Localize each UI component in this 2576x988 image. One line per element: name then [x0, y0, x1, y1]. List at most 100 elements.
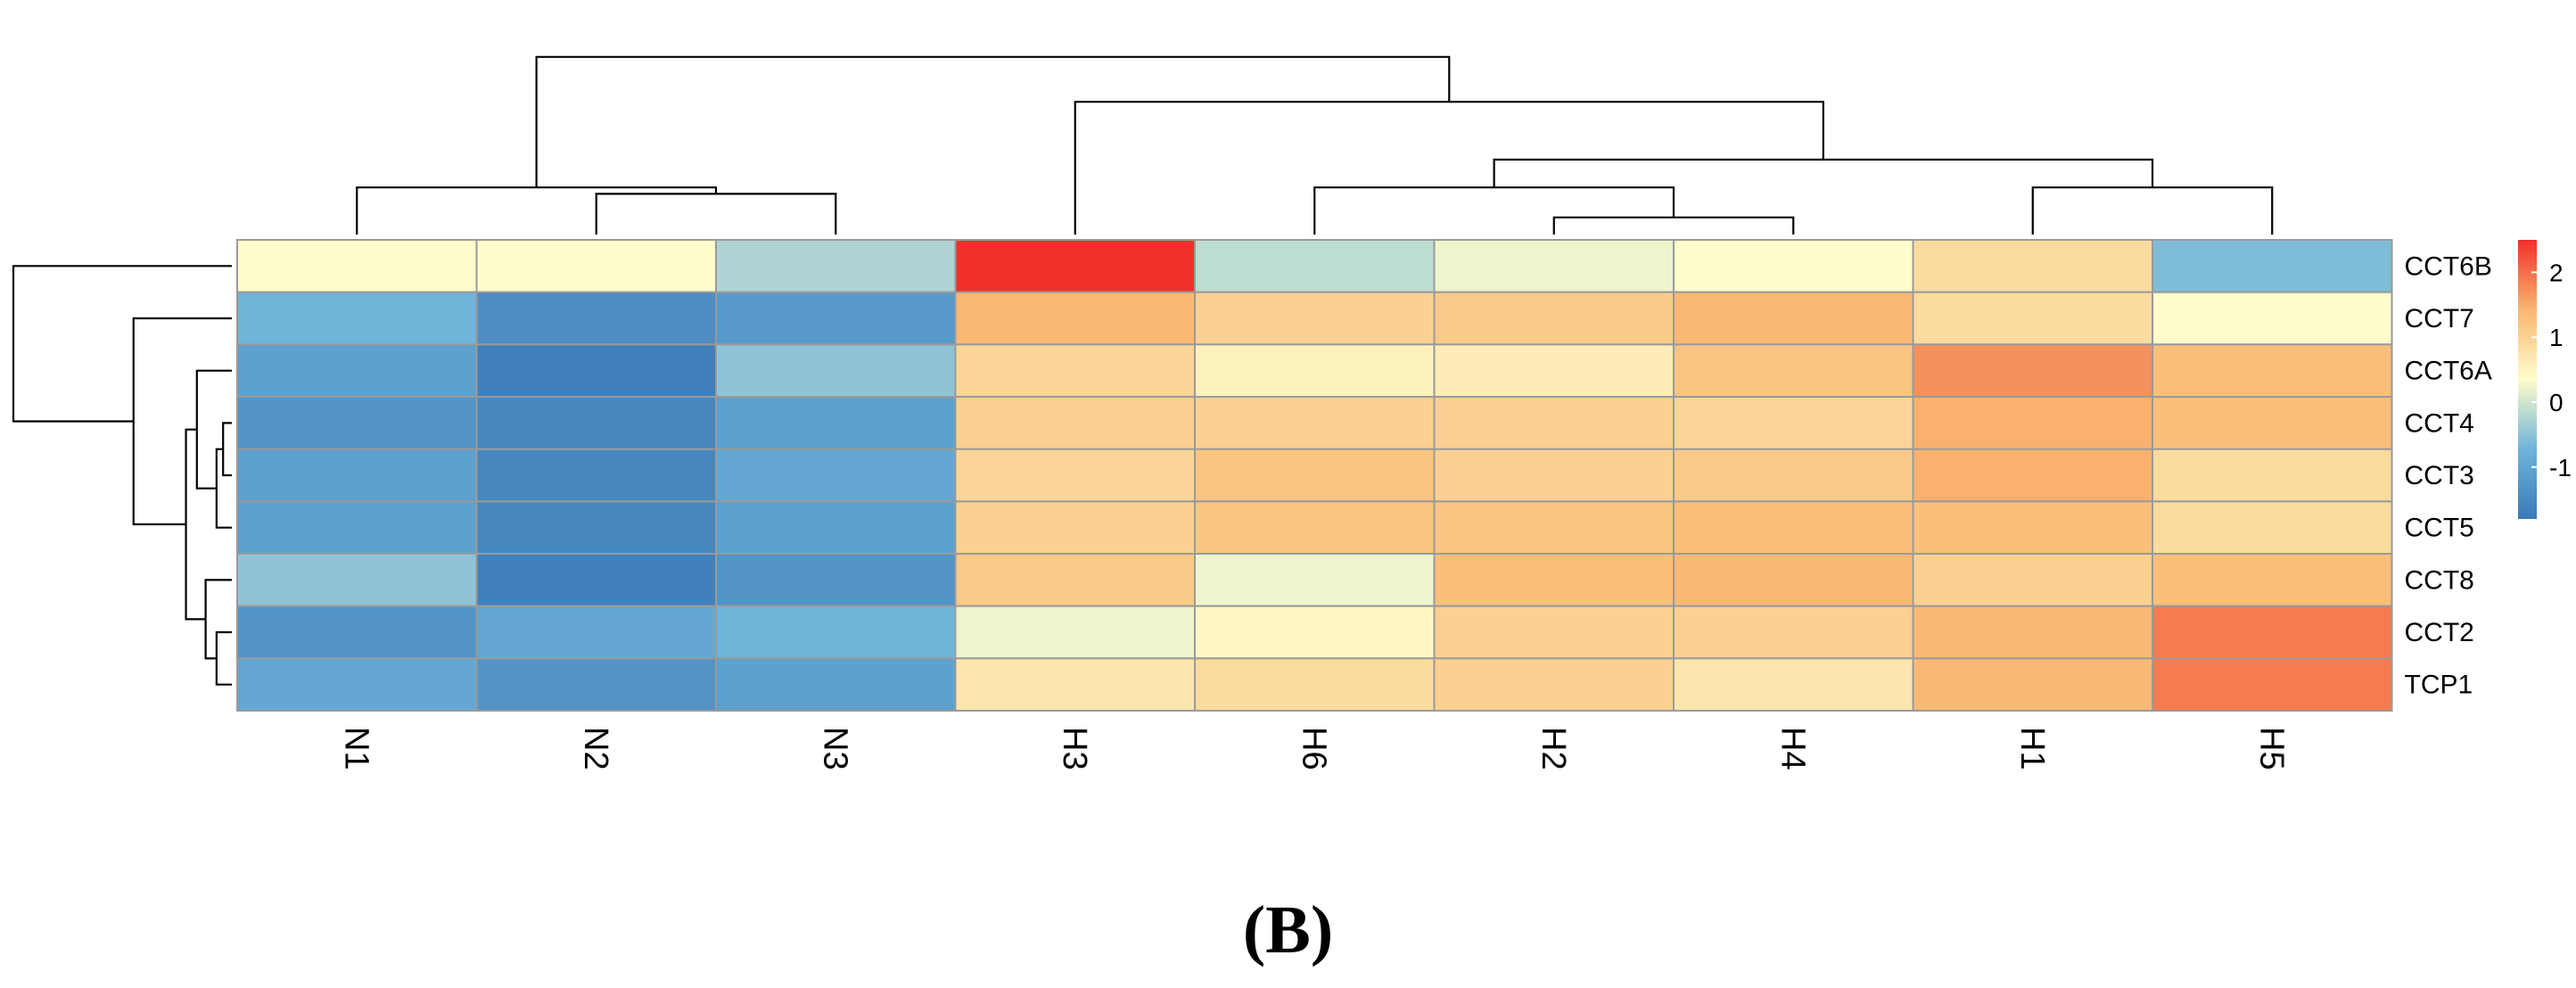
- cell-cct8-h2: [1433, 553, 1675, 607]
- column-label-h2: H2: [1535, 727, 1572, 770]
- row-label-cct3: CCT3: [2405, 461, 2474, 490]
- row-label-cct2: CCT2: [2405, 618, 2474, 647]
- colorbar-tick-label: -1: [2549, 454, 2572, 482]
- colorbar-bar: [2518, 240, 2537, 519]
- cell-cct3-n2: [475, 448, 717, 503]
- cell-cct6a-h2: [1433, 343, 1675, 399]
- row-dendrogram-branch-0: [222, 422, 232, 477]
- column-dendrogram-branch-4: [2031, 186, 2274, 235]
- cell-cct8-n2: [475, 553, 717, 607]
- cell-tcp1-h2: [1433, 657, 1675, 712]
- column-label-h1: H1: [2013, 727, 2051, 770]
- cell-cct8-n3: [715, 553, 957, 607]
- column-label-n2: N2: [577, 727, 614, 770]
- cell-cct3-h1: [1912, 448, 2153, 503]
- cell-tcp1-h6: [1194, 657, 1436, 712]
- cell-tcp1-n1: [236, 657, 478, 712]
- cell-cct7-h1: [1912, 291, 2153, 346]
- row-label-cct6a: CCT6A: [2405, 357, 2492, 386]
- column-dendrogram-branch-0: [595, 193, 837, 235]
- cell-cct4-n1: [236, 396, 478, 450]
- cell-cct2-n3: [715, 605, 957, 660]
- cell-cct3-h5: [2152, 448, 2393, 503]
- cell-cct4-h4: [1673, 396, 1914, 450]
- cell-tcp1-h1: [1912, 657, 2153, 712]
- column-label-h3: H3: [1056, 727, 1093, 770]
- colorbar-tick-label: 0: [2549, 389, 2564, 416]
- cell-cct6a-h6: [1194, 343, 1436, 399]
- panel-label: (B): [1242, 893, 1334, 967]
- cell-cct7-h5: [2152, 291, 2393, 346]
- cell-cct3-n3: [715, 448, 957, 503]
- cell-cct2-h6: [1194, 605, 1436, 660]
- cell-cct3-n1: [236, 448, 478, 503]
- row-label-cct4: CCT4: [2405, 408, 2474, 438]
- row-label-cct6b: CCT6B: [2405, 251, 2492, 281]
- cell-cct6b-h2: [1433, 239, 1675, 293]
- row-label-cct8: CCT8: [2405, 565, 2474, 595]
- cell-cct3-h6: [1194, 448, 1436, 503]
- cell-cct5-n1: [236, 500, 478, 556]
- row-dendrogram-branch-5: [185, 428, 206, 621]
- row-dendrogram: [12, 265, 232, 686]
- cell-cct6b-h5: [2152, 239, 2393, 293]
- cell-cct4-n3: [715, 396, 957, 450]
- cell-cct6b-n3: [715, 239, 957, 293]
- cell-cct8-h1: [1912, 553, 2153, 607]
- cell-cct4-n2: [475, 396, 717, 450]
- cell-cct7-n3: [715, 291, 957, 346]
- column-dendrogram-branch-6: [1074, 101, 1824, 235]
- cell-cct6a-h3: [954, 343, 1196, 399]
- cell-cct3-h3: [954, 448, 1196, 503]
- cell-cct3-h2: [1433, 448, 1675, 503]
- cell-cct6a-n1: [236, 343, 478, 399]
- cell-cct6b-h6: [1194, 239, 1436, 293]
- row-dendrogram-branch-2: [195, 369, 232, 490]
- cell-cct2-h2: [1433, 605, 1675, 660]
- cell-cct2-h1: [1912, 605, 2153, 660]
- column-dendrogram: [356, 55, 2274, 235]
- cell-cct5-n2: [475, 500, 717, 556]
- cell-cct8-h4: [1673, 553, 1914, 607]
- cell-cct4-h1: [1912, 396, 2153, 450]
- cell-cct4-h6: [1194, 396, 1436, 450]
- cell-cct8-n1: [236, 553, 478, 607]
- cell-cct7-h6: [1194, 291, 1436, 346]
- cell-cct6a-h1: [1912, 343, 2153, 399]
- column-dendrogram-branch-5: [1493, 158, 2154, 188]
- column-label-h5: H5: [2252, 727, 2290, 770]
- cell-cct2-n2: [475, 605, 717, 660]
- cell-cct5-h3: [954, 500, 1196, 556]
- cell-cct4-h3: [954, 396, 1196, 450]
- cell-cct5-n3: [715, 500, 957, 556]
- cell-cct2-h4: [1673, 605, 1914, 660]
- cell-tcp1-h5: [2152, 657, 2393, 712]
- cell-tcp1-h3: [954, 657, 1196, 712]
- cell-cct8-h6: [1194, 553, 1436, 607]
- colorbar-tick-label: 1: [2549, 324, 2564, 351]
- cell-cct2-n1: [236, 605, 478, 660]
- column-label-n3: N3: [816, 727, 853, 770]
- row-dendrogram-branch-3: [215, 630, 232, 686]
- cell-cct3-h4: [1673, 448, 1914, 503]
- cell-cct7-h3: [954, 291, 1196, 346]
- cell-cct6b-n2: [475, 239, 717, 293]
- cell-cct8-h3: [954, 553, 1196, 607]
- cell-cct5-h2: [1433, 500, 1675, 556]
- row-dendrogram-branch-1: [215, 448, 232, 529]
- colorbar: 2 1 0 -1: [2518, 240, 2572, 519]
- row-dendrogram-branch-4: [204, 579, 232, 660]
- colorbar-tick-label: 2: [2549, 259, 2564, 286]
- column-labels: N1 N2 N3 H3 H6 H2 H4 H1 H5: [337, 727, 2290, 770]
- row-label-tcp1: TCP1: [2405, 671, 2473, 700]
- column-label-h4: H4: [1774, 727, 1811, 770]
- cell-tcp1-h4: [1673, 657, 1914, 712]
- cell-cct6b-h3: [954, 239, 1196, 293]
- row-labels: CCT6B CCT7 CCT6A CCT4 CCT3 CCT5 CCT8 CCT2 TCP1: [2405, 251, 2492, 699]
- cell-cct6b-h1: [1912, 239, 2153, 293]
- cell-cct8-h5: [2152, 553, 2393, 607]
- column-dendrogram-branch-7: [535, 55, 1451, 188]
- row-label-cct7: CCT7: [2405, 304, 2474, 333]
- cell-cct6a-h4: [1673, 343, 1914, 399]
